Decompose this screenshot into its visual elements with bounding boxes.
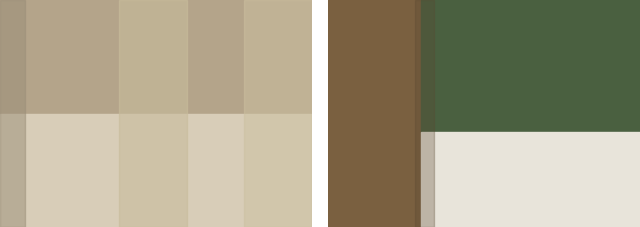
Bar [421,132,640,227]
Bar [415,0,434,227]
Bar [0,0,25,227]
Bar [328,0,421,227]
Bar [421,0,640,132]
Bar [118,0,188,227]
Bar [0,114,312,227]
Bar [0,0,312,114]
Bar [244,0,312,227]
